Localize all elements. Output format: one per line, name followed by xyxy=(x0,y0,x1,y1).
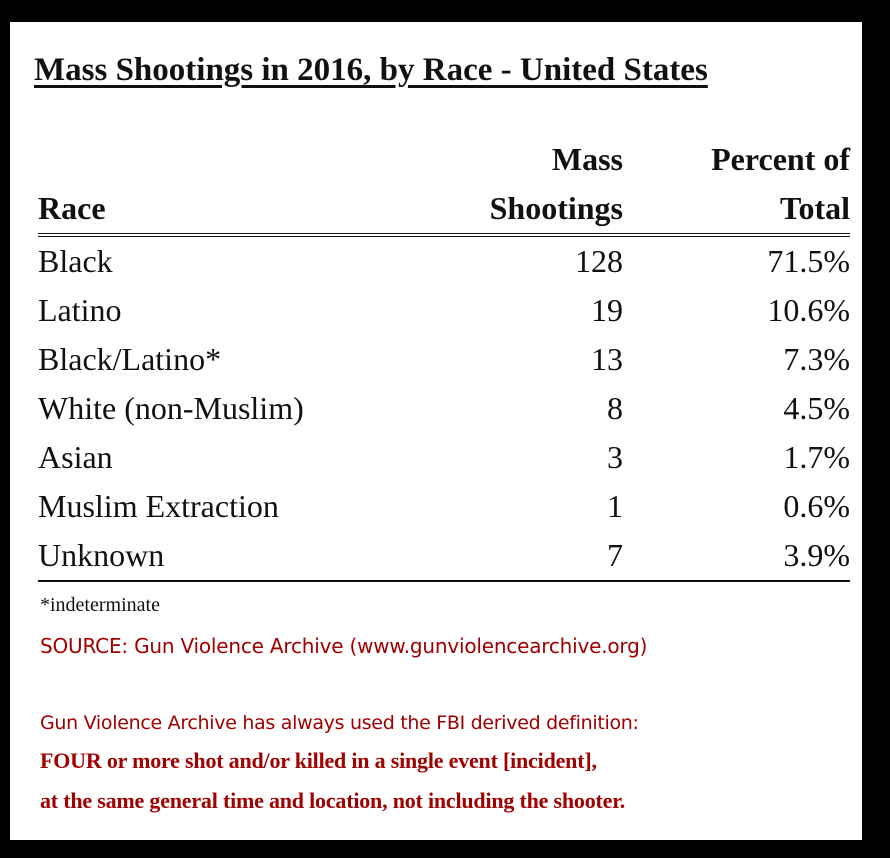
shootings-table: Race Mass Shootings Percent of Total Bla… xyxy=(38,135,850,582)
column-header-count: Mass Shootings xyxy=(458,135,623,235)
count-cell: 1 xyxy=(607,488,623,524)
count-cell: 128 xyxy=(575,243,623,279)
percent-cell: 4.5% xyxy=(783,390,850,426)
page-title: Mass Shootings in 2016, by Race - United… xyxy=(34,52,708,88)
column-header-percent: Percent of Total xyxy=(623,135,850,235)
table-body: Black 128 71.5% Latino 19 10.6% Black/La… xyxy=(38,235,850,581)
percent-cell: 71.5% xyxy=(767,243,850,279)
percent-cell: 7.3% xyxy=(783,341,850,377)
document-card: Mass Shootings in 2016, by Race - United… xyxy=(10,22,862,840)
percent-cell: 0.6% xyxy=(783,488,850,524)
source-note: SOURCE: Gun Violence Archive (www.gunvio… xyxy=(40,634,648,658)
column-header-race-label: Race xyxy=(38,190,106,226)
definition-line-3: at the same general time and location, n… xyxy=(40,788,626,813)
header-row: Race Mass Shootings Percent of Total xyxy=(38,135,850,235)
column-header-percent-line1: Percent of xyxy=(711,141,850,177)
count-cell: 3 xyxy=(607,439,623,475)
race-cell: Muslim Extraction xyxy=(38,488,279,524)
table-row: Asian 3 1.7% xyxy=(38,433,850,482)
percent-cell: 3.9% xyxy=(783,537,850,573)
column-header-percent-line2: Total xyxy=(780,190,850,226)
column-header-race: Race xyxy=(38,135,458,235)
percent-cell: 10.6% xyxy=(767,292,850,328)
table-row: Latino 19 10.6% xyxy=(38,286,850,335)
count-cell: 13 xyxy=(591,341,623,377)
race-cell: Black/Latino* xyxy=(38,341,222,377)
table-header: Race Mass Shootings Percent of Total xyxy=(38,135,850,235)
percent-cell: 1.7% xyxy=(783,439,850,475)
column-header-count-line1: Mass xyxy=(551,141,623,177)
count-cell: 8 xyxy=(607,390,623,426)
count-cell: 19 xyxy=(591,292,623,328)
race-cell: White (non-Muslim) xyxy=(38,390,304,426)
race-cell: Asian xyxy=(38,439,113,475)
table-row: Unknown 7 3.9% xyxy=(38,531,850,581)
table-row: White (non-Muslim) 8 4.5% xyxy=(38,384,850,433)
race-cell: Latino xyxy=(38,292,122,328)
table-row: Black 128 71.5% xyxy=(38,235,850,286)
definition-line-1: Gun Violence Archive has always used the… xyxy=(40,712,639,734)
table-row: Black/Latino* 13 7.3% xyxy=(38,335,850,384)
count-cell: 7 xyxy=(607,537,623,573)
column-header-count-line2: Shootings xyxy=(489,190,623,226)
race-cell: Unknown xyxy=(38,537,165,573)
race-cell: Black xyxy=(38,243,113,279)
footnote: *indeterminate xyxy=(40,594,160,616)
table-row: Muslim Extraction 1 0.6% xyxy=(38,482,850,531)
definition-line-2: FOUR or more shot and/or killed in a sin… xyxy=(40,748,597,773)
